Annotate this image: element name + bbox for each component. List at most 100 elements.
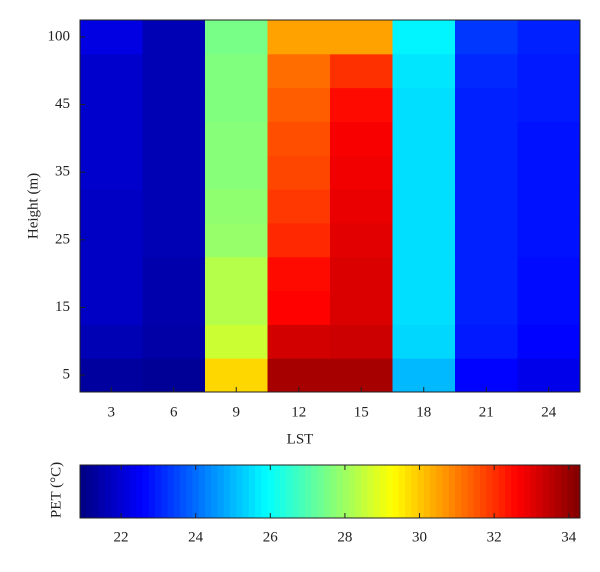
y-tick-label: 5 <box>63 367 71 383</box>
heatmap-cell <box>142 53 206 89</box>
heatmap-cell <box>392 87 456 122</box>
y-tick-label: 45 <box>55 96 70 112</box>
heatmap-cell <box>392 155 456 190</box>
y-axis-label: Height (m) <box>25 173 41 239</box>
heatmap-cell <box>392 324 456 359</box>
x-tick-label: 12 <box>291 404 306 420</box>
heatmap-cell <box>455 189 518 224</box>
colorbar-segment <box>411 465 418 518</box>
x-tick-label: 3 <box>108 404 116 420</box>
colorbar-segment <box>111 465 118 518</box>
colorbar-segment <box>405 465 412 518</box>
colorbar-segment <box>280 465 287 518</box>
colorbar-label: PET (°C) <box>48 462 64 518</box>
heatmap-cell <box>330 189 393 224</box>
colorbar-segment <box>261 465 268 518</box>
heatmap-cell <box>517 155 581 190</box>
heatmap-cell <box>142 20 206 55</box>
heatmap-cell <box>330 324 393 359</box>
colorbar-segment <box>417 465 425 518</box>
colorbar-segment <box>436 465 443 518</box>
x-tick-label: 9 <box>233 404 241 420</box>
colorbar-tick-label: 32 <box>487 529 502 545</box>
heatmap-cell <box>142 358 206 393</box>
colorbar-segment <box>330 465 337 518</box>
heatmap-cell <box>267 222 331 258</box>
colorbar-segment <box>292 465 300 518</box>
heatmap-cell <box>330 20 393 55</box>
heatmap-cell <box>205 87 268 122</box>
colorbar-segment <box>311 465 318 518</box>
colorbar-segment <box>255 465 262 518</box>
heatmap-cell <box>455 222 518 258</box>
heatmap-cell <box>267 290 331 325</box>
heatmap-cell <box>142 155 206 190</box>
heatmap-cell <box>455 290 518 325</box>
heatmap-cell <box>392 53 456 89</box>
colorbar-segment <box>136 465 143 518</box>
colorbar-segment <box>117 465 125 518</box>
heatmap-cell <box>267 358 331 393</box>
y-tick-label: 100 <box>48 28 71 44</box>
heatmap-cell <box>142 324 206 359</box>
y-tick-label: 35 <box>55 164 70 180</box>
colorbar-segment <box>355 465 362 518</box>
heatmap-cell <box>392 222 456 258</box>
heatmap-cell <box>205 20 268 55</box>
colorbar-segment <box>192 465 200 518</box>
colorbar-segment <box>323 465 331 518</box>
colorbar-segment <box>536 465 543 518</box>
x-tick-label: 15 <box>354 404 369 420</box>
x-axis-label: LST <box>287 431 314 447</box>
colorbar-segment <box>555 465 562 518</box>
colorbar-segment <box>342 465 350 518</box>
heatmap-cell <box>205 121 268 156</box>
colorbar-segment <box>317 465 325 518</box>
colorbar-segment <box>530 465 537 518</box>
heatmap-cell <box>517 256 581 292</box>
heatmap-cell <box>142 189 206 224</box>
heatmap-cell <box>392 290 456 325</box>
heatmap-cell <box>517 87 581 122</box>
colorbar-segment <box>298 465 306 518</box>
heatmap-cell <box>142 87 206 122</box>
colorbar-segment <box>211 465 218 518</box>
heatmap-cell <box>142 121 206 156</box>
heatmap-cell <box>80 256 143 292</box>
heatmap-cell <box>267 121 331 156</box>
heatmap-cell <box>80 222 143 258</box>
colorbar-segment <box>155 465 162 518</box>
heatmap-cell <box>392 20 456 55</box>
heatmap-cell <box>517 290 581 325</box>
heatmap-cell <box>142 222 206 258</box>
heatmap-cell <box>392 358 456 393</box>
colorbar-segment <box>398 465 406 518</box>
heatmap-cell <box>205 155 268 190</box>
colorbar-segment <box>473 465 481 518</box>
heatmap-cell <box>205 256 268 292</box>
heatmap-cell <box>80 53 143 89</box>
heatmap-cell <box>517 222 581 258</box>
heatmap-cell <box>330 222 393 258</box>
heatmap-cell <box>330 121 393 156</box>
heatmap-cell <box>330 290 393 325</box>
colorbar-segment <box>105 465 112 518</box>
colorbar-segment <box>380 465 387 518</box>
heatmap-cell <box>455 324 518 359</box>
colorbar-frame <box>79 464 581 519</box>
colorbar-segment <box>498 465 506 518</box>
colorbar-segment <box>180 465 187 518</box>
colorbar-segment <box>161 465 168 518</box>
heatmap-cell <box>517 53 581 89</box>
heatmap-cell <box>517 324 581 359</box>
colorbar-segment <box>386 465 393 518</box>
colorbar-segment <box>236 465 243 518</box>
colorbar-tick-label: 30 <box>412 529 427 545</box>
colorbar-segment <box>361 465 368 518</box>
heatmap-cell <box>267 20 331 55</box>
heatmap-cell <box>455 358 518 393</box>
heatmap-cell <box>80 155 143 190</box>
colorbar-segment <box>148 465 156 518</box>
heatmap-cell <box>267 324 331 359</box>
